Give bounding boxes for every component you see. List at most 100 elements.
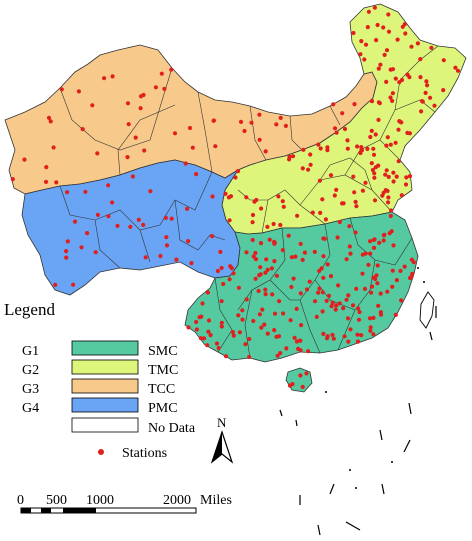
station-dot (383, 172, 388, 177)
station-dot (359, 147, 364, 152)
station-dot (321, 275, 326, 280)
station-dot (382, 52, 387, 58)
station-dot (110, 200, 115, 205)
station-dot (289, 255, 294, 260)
station-dot (250, 237, 255, 243)
station-dot (371, 315, 376, 320)
station-dot (391, 243, 396, 248)
station-dot (265, 267, 270, 272)
station-dot (342, 334, 347, 339)
station-dot (95, 151, 100, 156)
north-arrow-fill (212, 432, 222, 462)
station-dot (274, 273, 279, 278)
station-dot (389, 208, 394, 213)
station-dot (159, 71, 164, 76)
station-dot (296, 346, 301, 351)
station-dot (298, 291, 303, 296)
station-dot (362, 286, 368, 291)
station-dot (223, 191, 228, 196)
station-dot (272, 328, 277, 333)
station-dot (210, 234, 215, 239)
station-dot (240, 308, 245, 313)
station-dot (257, 137, 262, 142)
legend-swatch-tmc (71, 359, 139, 375)
station-dot (306, 167, 311, 172)
station-dot (383, 188, 388, 193)
station-dot (351, 174, 356, 179)
station-dot (64, 255, 69, 260)
station-dot (44, 165, 49, 170)
region-smc-hainan (285, 367, 313, 393)
station-dot (291, 276, 296, 281)
station-dot (371, 332, 376, 337)
station-dot (164, 235, 169, 240)
station-dot (115, 223, 120, 228)
station-dot (354, 204, 359, 209)
scale-tick-1000: 1000 (86, 493, 114, 508)
station-dot (301, 147, 306, 152)
station-dot (405, 72, 410, 77)
station-dot (352, 190, 357, 195)
station-dot (367, 316, 373, 321)
station-dot (376, 100, 381, 105)
station-dot (169, 67, 174, 72)
station-dot (263, 287, 268, 292)
station-dot (219, 299, 224, 304)
station-dot (287, 383, 293, 388)
station-dot (272, 259, 277, 264)
station-dot (258, 241, 264, 246)
station-dot (399, 77, 405, 83)
station-dot (317, 178, 322, 183)
station-dot (169, 216, 174, 221)
station-dot (185, 206, 190, 211)
station-dot (390, 91, 395, 96)
station-dot (306, 349, 311, 354)
station-dot (375, 263, 380, 268)
station-dot (205, 343, 210, 348)
station-dot (384, 168, 389, 173)
station-dot (387, 231, 392, 236)
station-dot (95, 212, 100, 217)
station-dot (369, 128, 374, 133)
station-dot (308, 162, 313, 167)
station-dot (102, 76, 107, 81)
station-dot (393, 312, 398, 317)
station-dot (136, 217, 141, 222)
station-dot (390, 284, 395, 289)
station-dot (386, 200, 391, 205)
station-dot (407, 275, 413, 281)
station-dot (143, 255, 148, 260)
station-dot (138, 94, 144, 99)
station-dot (187, 125, 193, 131)
station-dot (236, 285, 241, 290)
station-dot (240, 317, 245, 322)
station-dot (321, 331, 326, 336)
station-dot (259, 325, 264, 330)
station-dot (289, 284, 294, 290)
station-dot (218, 249, 223, 254)
station-dot (368, 328, 373, 333)
station-dot (65, 239, 70, 244)
station-dot (250, 212, 256, 218)
legend-code-g3: G3 (22, 382, 39, 397)
station-dot (294, 306, 299, 311)
station-dot (126, 122, 131, 127)
station-dot (363, 251, 368, 256)
station-dot (172, 131, 178, 136)
station-dot (310, 210, 315, 215)
station-dot (360, 271, 365, 276)
station-dot (236, 313, 241, 318)
station-dot (345, 316, 351, 321)
station-dot (386, 174, 391, 179)
station-dot (378, 62, 383, 67)
station-dot (106, 183, 111, 188)
station-dot (312, 299, 318, 304)
station-dot (346, 339, 351, 344)
region-no-data-taiwan (419, 291, 435, 329)
station-dot (278, 115, 283, 120)
station-dot (281, 311, 286, 316)
station-dot (348, 327, 353, 332)
station-dot (300, 257, 305, 262)
station-dot (328, 274, 334, 279)
